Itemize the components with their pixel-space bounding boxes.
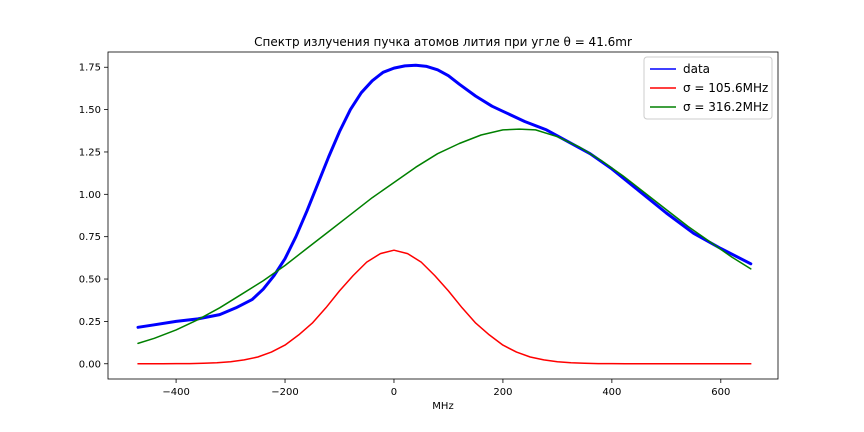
y-tick-label: 1.50: [79, 105, 101, 116]
axis-layer: −400 −200 0 200 400 600 0.00 0.25 0.50 0.75 1.00 1.…: [79, 63, 731, 398]
y-tick-label: 0.75: [79, 232, 101, 243]
legend-label-1: σ = 105.6MHz: [683, 81, 768, 95]
x-tick-label: 200: [493, 387, 512, 398]
legend-label-0: data: [683, 62, 710, 76]
x-tick-label: 0: [391, 387, 397, 398]
x-tick-label: 600: [711, 387, 730, 398]
x-tick-label: −200: [271, 387, 298, 398]
series-line-1: [137, 249, 752, 365]
y-tick-label: 1.75: [79, 63, 101, 74]
x-axis-label: MHz: [432, 401, 453, 412]
series-line-2: [137, 128, 752, 345]
series-layer: [136, 63, 753, 365]
y-tick-label: 0.25: [79, 317, 101, 328]
x-tick-label: 400: [602, 387, 621, 398]
chart-title: Спектр излучения пучка атомов лития при …: [254, 35, 632, 49]
x-tick-label: −400: [162, 387, 189, 398]
legend: data σ = 105.6MHz σ = 316.2MHz: [643, 56, 773, 120]
y-tick-label: 1.25: [79, 147, 101, 158]
y-tick-label: 0.50: [79, 275, 101, 286]
y-tick-label: 0.00: [79, 359, 101, 370]
legend-box: [643, 56, 773, 120]
y-tick-label: 1.00: [79, 190, 101, 201]
legend-label-2: σ = 316.2MHz: [683, 100, 768, 114]
